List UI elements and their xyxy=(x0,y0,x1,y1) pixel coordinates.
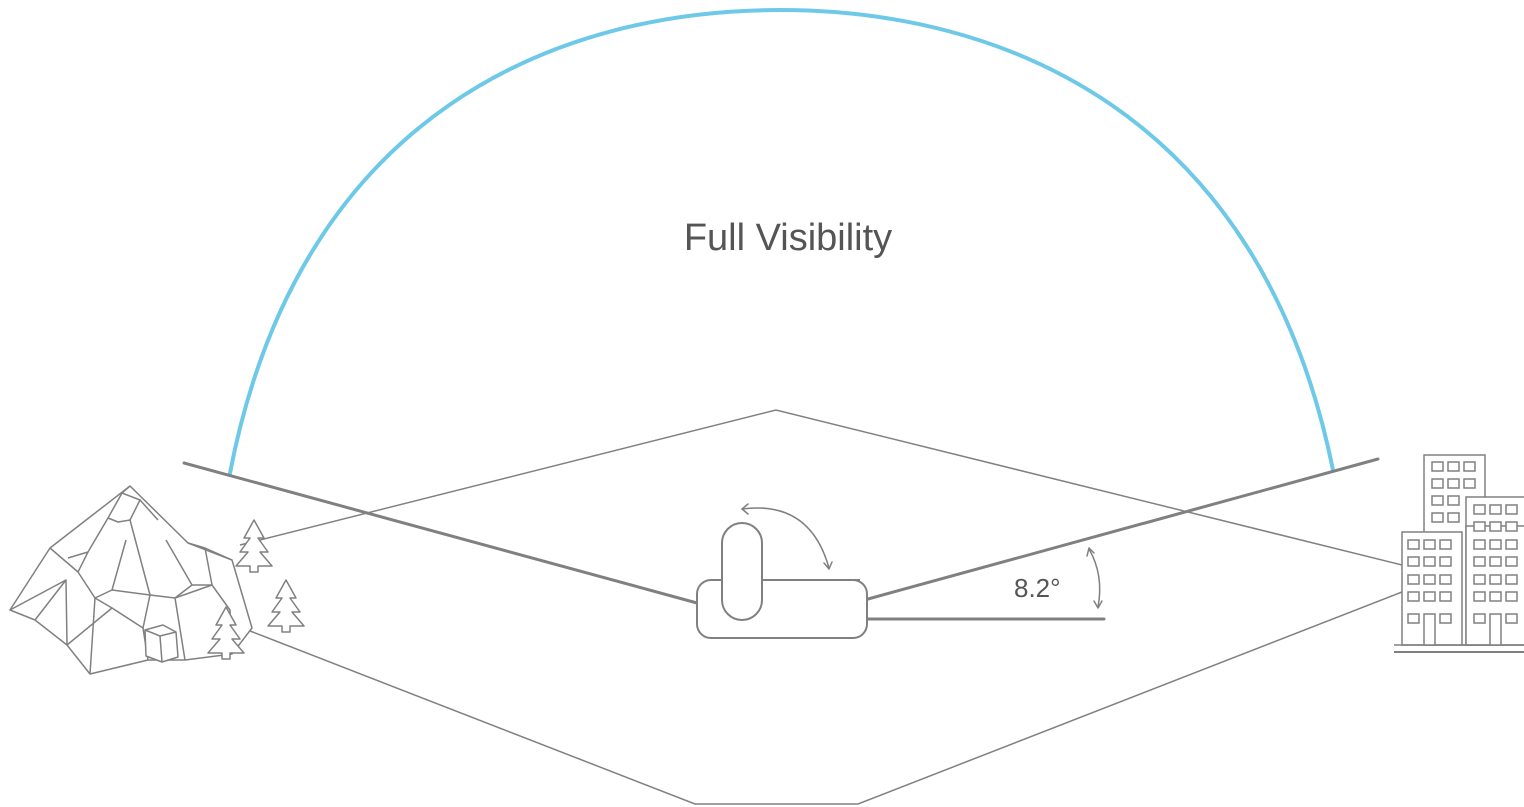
tree-icon xyxy=(236,520,272,572)
diagram-title: Full Visibility xyxy=(684,217,892,259)
camera-device-icon xyxy=(697,523,867,638)
upper-view-line xyxy=(240,410,1402,565)
angle-arrow-icon xyxy=(1087,548,1102,608)
tree-icon xyxy=(268,580,304,632)
angle-label: 8.2° xyxy=(1014,573,1061,603)
building-icon xyxy=(1394,455,1524,652)
right-horizon-line xyxy=(868,459,1378,599)
device-rotor xyxy=(722,523,762,620)
